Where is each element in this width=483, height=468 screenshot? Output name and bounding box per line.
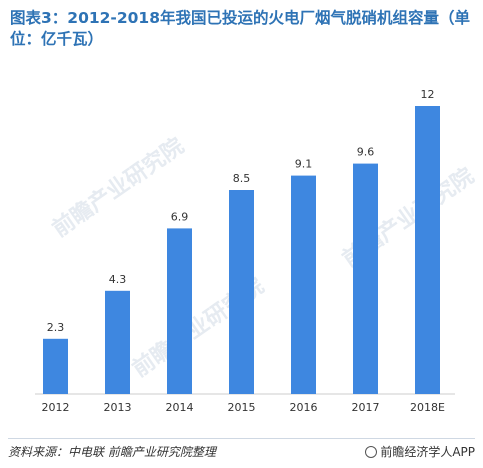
bar-2016 [291, 175, 316, 394]
chart-title: 图表3：2012-2018年我国已投运的火电厂烟气脱硝机组容量（单位：亿千瓦） [10, 9, 470, 48]
brand-credit: 前瞻经济学人APP [365, 443, 475, 460]
bar-2018E [415, 106, 440, 394]
x-tick-label: 2016 [290, 401, 318, 414]
bar-2014 [167, 228, 192, 394]
brand-text: 前瞻经济学人APP [380, 445, 475, 459]
x-tick-label: 2015 [228, 401, 256, 414]
bar-2012 [43, 338, 68, 394]
brand-logo-icon [365, 445, 378, 458]
bar-2015 [229, 190, 254, 394]
source-note: 资料来源：中电联 前瞻产业研究院整理 [8, 445, 216, 459]
bar-value-label: 9.6 [357, 146, 375, 159]
bars-group: 2.3 2012 4.3 2013 6.9 2014 8.5 2015 9.1 2016 9.6 20… [42, 88, 446, 414]
bar-value-label: 12 [421, 88, 435, 101]
footer-divider [8, 438, 475, 439]
x-tick-label: 2014 [166, 401, 194, 414]
x-tick-label: 2012 [42, 401, 70, 414]
bar-value-label: 2.3 [47, 321, 65, 334]
x-tick-label: 2013 [104, 401, 132, 414]
bar-2017 [353, 163, 378, 394]
bar-2013 [105, 290, 130, 394]
bar-value-label: 4.3 [109, 273, 127, 286]
x-tick-label: 2018E [410, 401, 445, 414]
bar-value-label: 6.9 [171, 210, 189, 223]
x-tick-label: 2017 [352, 401, 380, 414]
bar-value-label: 8.5 [233, 172, 251, 185]
bar-value-label: 9.1 [295, 158, 313, 171]
